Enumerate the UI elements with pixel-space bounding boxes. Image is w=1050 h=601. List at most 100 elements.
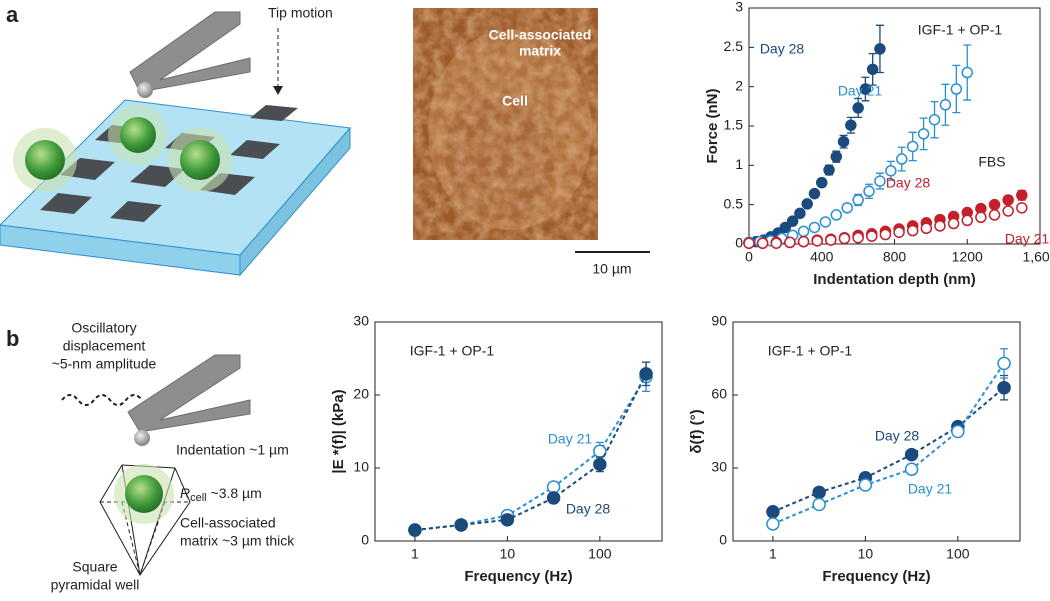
y-tick-label: 1.5 bbox=[724, 117, 744, 133]
data-point bbox=[593, 457, 607, 472]
y-tick-label: 3 bbox=[735, 0, 743, 15]
matrix-label: Cell-associated bbox=[489, 27, 592, 43]
x-axis-label: Indentation depth (nm) bbox=[813, 271, 975, 288]
radius-symbol: R bbox=[180, 485, 190, 501]
data-point bbox=[1016, 189, 1028, 201]
y-tick-label: 0 bbox=[361, 532, 369, 548]
data-point bbox=[546, 491, 561, 505]
data-point bbox=[1002, 205, 1014, 217]
plot-frame bbox=[374, 321, 663, 542]
data-point bbox=[812, 497, 826, 512]
data-point bbox=[997, 356, 1011, 371]
data-point bbox=[830, 150, 843, 163]
x-tick-label: 1 bbox=[769, 546, 777, 562]
x-tick-label: 100 bbox=[946, 546, 970, 562]
afm-image bbox=[413, 8, 598, 240]
data-point bbox=[975, 211, 987, 224]
data-point bbox=[797, 225, 810, 238]
data-point bbox=[904, 462, 919, 476]
y-tick-label: 60 bbox=[711, 386, 727, 402]
data-point bbox=[801, 198, 813, 210]
data-point bbox=[961, 66, 973, 79]
data-point bbox=[841, 202, 853, 214]
data-point bbox=[825, 234, 837, 246]
data-point bbox=[863, 185, 875, 198]
data-point bbox=[639, 367, 653, 381]
data-point bbox=[874, 175, 886, 187]
indentation-label: Indentation ~1 µm bbox=[176, 442, 289, 458]
radius-label: Rcell ~3.8 µm bbox=[180, 485, 262, 504]
data-point bbox=[838, 232, 851, 245]
data-point bbox=[859, 83, 872, 95]
data-point bbox=[408, 523, 422, 537]
y-tick-label: 10 bbox=[353, 459, 369, 475]
series-label: Day 21 bbox=[908, 481, 953, 497]
data-point bbox=[906, 140, 919, 153]
series-label: Day 28 bbox=[566, 501, 611, 517]
data-point bbox=[1002, 194, 1014, 206]
annotation: FBS bbox=[978, 154, 1005, 170]
x-tick-label: 1 bbox=[411, 546, 419, 562]
series-label: Day 21 bbox=[548, 431, 593, 447]
data-point bbox=[896, 153, 908, 165]
data-point bbox=[794, 207, 806, 220]
matrix-label: matrix bbox=[519, 43, 561, 59]
data-point bbox=[500, 513, 515, 527]
x-tick-label: 400 bbox=[810, 249, 834, 265]
y-axis-label: Force (nN) bbox=[704, 88, 721, 163]
data-point bbox=[874, 43, 886, 55]
series-label: Day 28 bbox=[760, 41, 805, 57]
data-point bbox=[920, 222, 933, 235]
y-tick-label: 0.5 bbox=[724, 195, 744, 211]
tip-motion-label: Tip motion bbox=[268, 5, 333, 21]
data-point bbox=[837, 135, 850, 148]
data-point bbox=[845, 119, 857, 131]
data-point bbox=[786, 215, 799, 227]
data-point bbox=[784, 236, 796, 249]
radius-subscript: cell bbox=[190, 492, 207, 504]
data-point bbox=[928, 113, 941, 126]
cell-label: Cell bbox=[502, 93, 528, 109]
x-tick-label: 100 bbox=[588, 546, 612, 562]
data-point bbox=[816, 176, 828, 189]
data-point bbox=[947, 217, 960, 230]
y-tick-label: 1 bbox=[735, 156, 743, 172]
y-tick-label: 0 bbox=[719, 532, 727, 548]
y-tick-label: 30 bbox=[353, 313, 369, 329]
y-tick-label: 2.5 bbox=[724, 38, 744, 54]
series-label: Day 21 bbox=[838, 83, 883, 99]
matrix-thickness-label: Cell-associated bbox=[180, 515, 276, 531]
data-point bbox=[988, 209, 1001, 221]
data-point bbox=[766, 505, 780, 519]
data-point bbox=[852, 102, 864, 114]
probe-illustration bbox=[61, 354, 251, 576]
data-point bbox=[950, 83, 963, 95]
data-point bbox=[770, 237, 783, 249]
data-point bbox=[830, 209, 843, 221]
data-point bbox=[756, 237, 769, 249]
matrix-thickness-label: matrix ~3 µm thick bbox=[180, 533, 295, 549]
data-point bbox=[812, 485, 826, 500]
data-point bbox=[819, 216, 832, 228]
oscillation-label: Oscillatory bbox=[71, 320, 136, 336]
annotation: IGF-1 + OP-1 bbox=[768, 343, 853, 359]
well-label: pyramidal well bbox=[51, 577, 140, 593]
data-point bbox=[852, 194, 864, 206]
well-label: Square bbox=[72, 559, 117, 575]
data-point bbox=[866, 63, 879, 76]
data-point bbox=[1016, 202, 1028, 214]
data-point bbox=[904, 447, 919, 462]
y-tick-label: 20 bbox=[353, 386, 369, 402]
series-line bbox=[772, 386, 1005, 513]
panel-label: b bbox=[6, 326, 19, 351]
data-point bbox=[743, 237, 755, 249]
data-point bbox=[811, 235, 823, 247]
scale-bar-label: 10 µm bbox=[592, 261, 631, 277]
panel-label: a bbox=[6, 2, 19, 27]
data-point bbox=[939, 99, 952, 111]
y-tick-label: 90 bbox=[711, 313, 727, 329]
data-point bbox=[961, 214, 973, 227]
annotation: IGF-1 + OP-1 bbox=[918, 22, 1003, 38]
